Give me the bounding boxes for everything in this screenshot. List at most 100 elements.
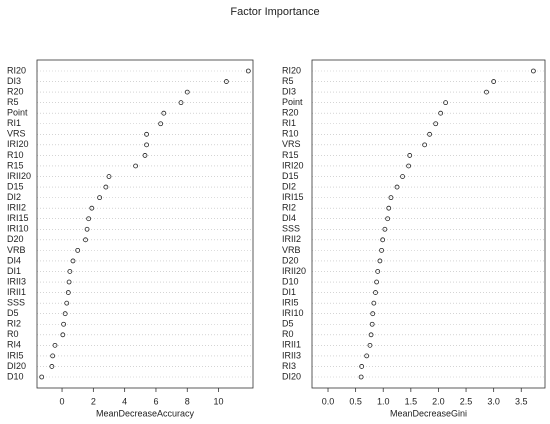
dot <box>358 374 364 380</box>
category-label: VRB <box>7 245 26 255</box>
dot <box>67 269 73 274</box>
dot <box>386 205 392 211</box>
category-label: DI20 <box>7 361 26 371</box>
x-tick-label: 0.5 <box>349 396 362 406</box>
plot-box <box>311 59 546 389</box>
dot <box>373 290 378 295</box>
category-label: D15 <box>7 181 24 191</box>
category-label: D5 <box>7 308 19 318</box>
dot <box>83 237 88 243</box>
x-tick-label: 0.0 <box>322 396 335 406</box>
category-label: RI1 <box>7 118 21 128</box>
dot <box>385 216 391 222</box>
dot <box>103 184 109 190</box>
category-label: IRII1 <box>7 287 26 297</box>
category-label: DI1 <box>7 266 21 276</box>
dot <box>49 364 55 369</box>
dot <box>60 332 66 338</box>
category-label: RI2 <box>7 319 21 329</box>
dot <box>86 216 92 222</box>
x-tick-label: 3.5 <box>515 396 528 406</box>
category-label: R20 <box>7 86 24 96</box>
category-label: DI4 <box>7 255 21 265</box>
category-label: IRI5 <box>282 298 299 308</box>
x-tick-label: 8 <box>185 396 190 406</box>
dot <box>382 226 388 232</box>
dot <box>62 311 68 317</box>
dot <box>407 153 413 158</box>
dot <box>39 374 45 380</box>
category-label: RI20 <box>7 65 26 75</box>
dot <box>427 131 433 137</box>
category-label: R0 <box>282 329 294 339</box>
category-label: SSS <box>282 224 300 234</box>
category-label: R5 <box>282 76 294 86</box>
figure-title: Factor Importance <box>230 6 319 18</box>
category-label: IRI15 <box>282 192 304 202</box>
dot <box>66 279 72 285</box>
x-tick-label: 2.0 <box>432 396 445 406</box>
category-label: DI2 <box>282 181 296 191</box>
dot <box>89 205 95 211</box>
category-label: DI3 <box>7 76 21 86</box>
dot <box>161 110 167 116</box>
dot <box>433 121 439 127</box>
dot <box>64 300 70 306</box>
category-label: DI1 <box>282 287 296 297</box>
category-label: R20 <box>282 108 299 118</box>
x-tick-label: 1.0 <box>377 396 390 406</box>
x-axis-title: MeanDecreaseGini <box>390 408 467 418</box>
category-label: Point <box>282 97 303 107</box>
x-tick-label: 2 <box>91 396 96 406</box>
category-label: RI4 <box>7 340 21 350</box>
category-label: VRB <box>282 245 301 255</box>
dot <box>406 163 412 169</box>
category-label: R15 <box>7 160 24 170</box>
category-label: IRI20 <box>282 160 304 170</box>
dot <box>178 100 184 106</box>
dot <box>370 311 376 317</box>
dot <box>184 89 190 95</box>
category-label: RI20 <box>282 65 301 75</box>
dot <box>97 195 103 201</box>
dot <box>223 79 229 84</box>
dot <box>375 269 381 274</box>
category-label: RI3 <box>282 361 296 371</box>
dot <box>65 290 71 295</box>
category-label: DI3 <box>282 86 296 96</box>
category-label: IRII2 <box>7 203 26 213</box>
dot <box>422 142 428 148</box>
category-label: IRII20 <box>282 266 306 276</box>
x-tick-label: 0 <box>60 396 65 406</box>
dot <box>484 89 489 95</box>
dot <box>61 321 67 327</box>
category-label: VRS <box>7 129 26 139</box>
dot <box>367 342 373 348</box>
dot <box>144 131 149 137</box>
dot <box>388 195 394 201</box>
x-tick-label: 2.5 <box>460 396 473 406</box>
dot <box>443 100 449 106</box>
dot <box>70 258 76 264</box>
category-label: IRI5 <box>7 350 24 360</box>
dot <box>380 237 386 243</box>
category-label: IRI20 <box>7 139 29 149</box>
category-label: IRII3 <box>7 276 26 286</box>
category-label: DI20 <box>282 371 301 381</box>
x-axis-title: MeanDecreaseAccuracy <box>96 408 195 418</box>
x-tick-label: 6 <box>153 396 158 406</box>
category-label: D20 <box>282 255 299 265</box>
category-label: R10 <box>7 150 24 160</box>
category-label: D10 <box>7 371 24 381</box>
category-label: IRII1 <box>282 340 301 350</box>
dot <box>368 332 374 338</box>
category-label: RI2 <box>282 203 296 213</box>
plot-box <box>36 59 254 389</box>
category-label: D5 <box>282 319 294 329</box>
x-tick-label: 10 <box>214 396 224 406</box>
dot <box>438 110 444 116</box>
dot <box>158 121 164 127</box>
category-label: IRI10 <box>7 224 29 234</box>
dot <box>52 342 58 348</box>
category-label: DI4 <box>282 213 296 223</box>
